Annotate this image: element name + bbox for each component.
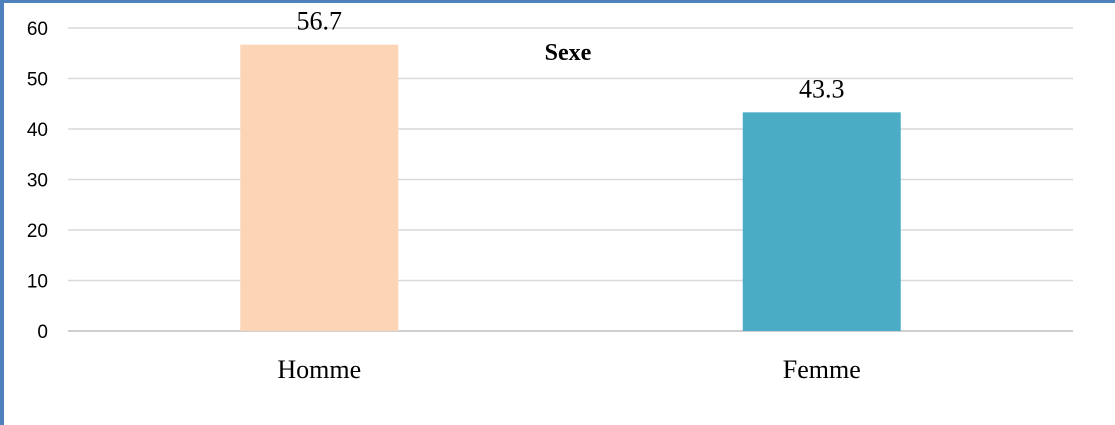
category-label-femme: Femme: [783, 355, 861, 384]
data-label-homme: 56.7: [297, 7, 343, 36]
y-tick-label: 60: [27, 19, 48, 40]
bars: [240, 44, 901, 332]
y-tick-label: 40: [27, 120, 48, 141]
bar-homme: [240, 44, 399, 331]
y-tick-label: 30: [27, 171, 48, 192]
y-axis-ticks: 0 10 20 30 40 50 60: [27, 19, 48, 343]
data-label-femme: 43.3: [799, 74, 845, 103]
y-tick-label: 10: [27, 272, 48, 293]
gridlines: [68, 27, 1073, 332]
data-labels: 56.7 43.3: [297, 7, 845, 104]
category-label-homme: Homme: [277, 355, 361, 384]
frame-left-border: [0, 0, 4, 425]
y-tick-label: 20: [27, 221, 48, 242]
y-tick-label: 50: [27, 70, 48, 91]
chart-title: Sexe: [545, 40, 592, 66]
y-tick-label: 0: [37, 322, 48, 343]
category-labels: Homme Femme: [277, 355, 860, 384]
bar-femme: [742, 112, 901, 332]
frame-top-border: [0, 0, 1115, 3]
